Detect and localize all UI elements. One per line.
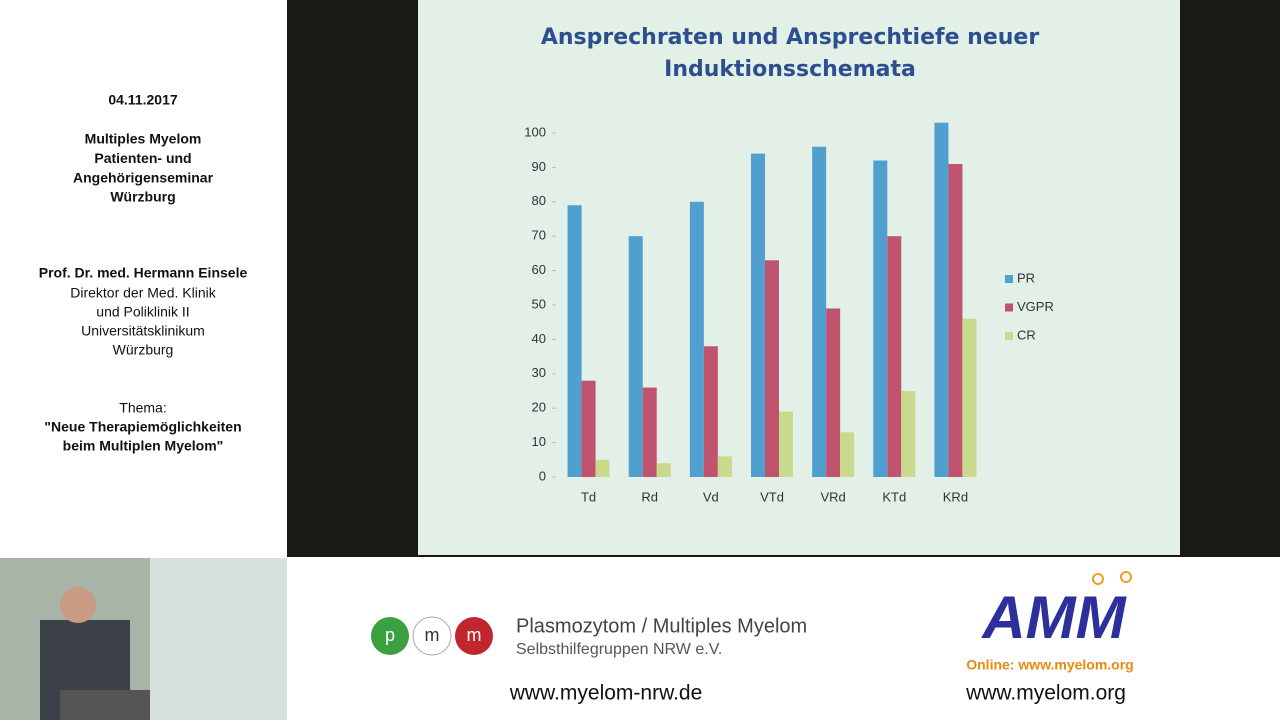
topic-line: "Neue Therapiemöglichkeiten bbox=[44, 419, 241, 435]
bar bbox=[934, 122, 949, 478]
x-tick-label: Rd bbox=[641, 489, 658, 504]
topic-label: Thema: bbox=[119, 400, 166, 416]
logo-letter: m bbox=[425, 625, 440, 645]
y-tick-label: 40 bbox=[532, 331, 546, 346]
bar bbox=[948, 163, 963, 477]
x-tick-label: KTd bbox=[882, 489, 906, 504]
logo-circle bbox=[371, 617, 409, 655]
legend-swatch bbox=[1005, 275, 1013, 283]
x-tick-label: KRd bbox=[943, 489, 968, 504]
x-tick-label: Vd bbox=[703, 489, 719, 504]
org-sub: Selbsthilfegruppen NRW e.V. bbox=[516, 641, 722, 658]
bar bbox=[840, 432, 855, 477]
y-tick-label: 30 bbox=[532, 365, 546, 380]
legend-label: PR bbox=[1017, 270, 1035, 285]
bar bbox=[765, 260, 779, 477]
logo-circle bbox=[412, 616, 452, 656]
amm-logo: AMM bbox=[980, 584, 1127, 651]
bar bbox=[703, 346, 718, 477]
event-line: Würzburg bbox=[110, 189, 175, 205]
legend-label: CR bbox=[1017, 327, 1036, 342]
bar bbox=[812, 146, 827, 477]
bar bbox=[717, 456, 732, 477]
event-line: Multiples Myelom bbox=[85, 131, 202, 147]
lectern bbox=[60, 690, 150, 720]
speaker-head bbox=[60, 587, 96, 623]
y-tick-label: 60 bbox=[532, 262, 546, 277]
legend-swatch bbox=[1005, 332, 1013, 340]
x-tick-label: Td bbox=[581, 489, 596, 504]
logo-dot bbox=[1092, 573, 1104, 585]
y-tick-label: 0 bbox=[539, 468, 546, 483]
window bbox=[150, 558, 287, 720]
role-line: Direktor der Med. Klinik bbox=[70, 285, 216, 301]
pmm-logo: p m m bbox=[371, 616, 493, 656]
projection-screen bbox=[418, 0, 1180, 555]
bar bbox=[779, 411, 793, 477]
url: www.myelom.org bbox=[965, 682, 1126, 705]
bar bbox=[689, 201, 704, 478]
bar bbox=[962, 318, 977, 477]
bar bbox=[887, 236, 902, 477]
y-tick-label: 90 bbox=[532, 159, 546, 174]
y-tick-label: 80 bbox=[532, 193, 546, 208]
bar bbox=[873, 160, 888, 477]
bar bbox=[656, 463, 671, 477]
legend-swatch bbox=[1005, 303, 1013, 312]
bar bbox=[826, 308, 841, 477]
url: www.myelom-nrw.de bbox=[509, 682, 703, 705]
bar bbox=[581, 380, 596, 477]
legend-label: VGPR bbox=[1017, 299, 1054, 314]
amm-online: Online: www.myelom.org bbox=[966, 657, 1134, 673]
bar bbox=[751, 153, 765, 477]
bar bbox=[567, 205, 582, 478]
role-line: Universitätsklinikum bbox=[81, 323, 205, 339]
speaker-name: Prof. Dr. med. Hermann Einsele bbox=[39, 265, 248, 281]
y-tick-label: 70 bbox=[532, 228, 546, 243]
bar bbox=[901, 391, 916, 477]
logo-letter: m bbox=[467, 625, 482, 645]
date: 04.11.2017 bbox=[108, 92, 178, 108]
bar bbox=[595, 459, 610, 477]
role-line: und Poliklinik II bbox=[96, 304, 189, 320]
topic-line: beim Multiplen Myelom" bbox=[63, 438, 224, 454]
sidebar: Multiples Myelom Patienten- und Angehörige… bbox=[39, 131, 248, 454]
logo-dot bbox=[1120, 571, 1132, 583]
y-tick-label: 20 bbox=[532, 400, 546, 415]
role-line: Würzburg bbox=[113, 342, 174, 358]
chart: 0 10 20 30 40 50 60 70 80 90 100 Td Rd Vd VTd VRd KTd KRd… bbox=[524, 122, 1054, 504]
event-line: Patienten- und bbox=[94, 150, 191, 166]
y-tick-label: 50 bbox=[532, 296, 546, 311]
logo-circle bbox=[455, 617, 493, 655]
x-tick-label: VRd bbox=[820, 489, 845, 504]
chart-title: Ansprechraten und Ansprechtiefe neuer In… bbox=[540, 25, 1040, 82]
org-name: Plasmozytom / Multiples Myelom bbox=[516, 615, 807, 637]
event-line: Angehörigenseminar bbox=[73, 169, 214, 185]
x-tick-label: VTd bbox=[760, 489, 784, 504]
y-tick-label: 100 bbox=[524, 124, 546, 139]
bar bbox=[628, 236, 643, 477]
bar bbox=[642, 387, 657, 477]
title-box: Ansprechraten und Ansprechtiefe neuer In… bbox=[540, 25, 1040, 82]
y-tick-label: 10 bbox=[532, 434, 546, 449]
logo-letter: p bbox=[385, 625, 395, 645]
